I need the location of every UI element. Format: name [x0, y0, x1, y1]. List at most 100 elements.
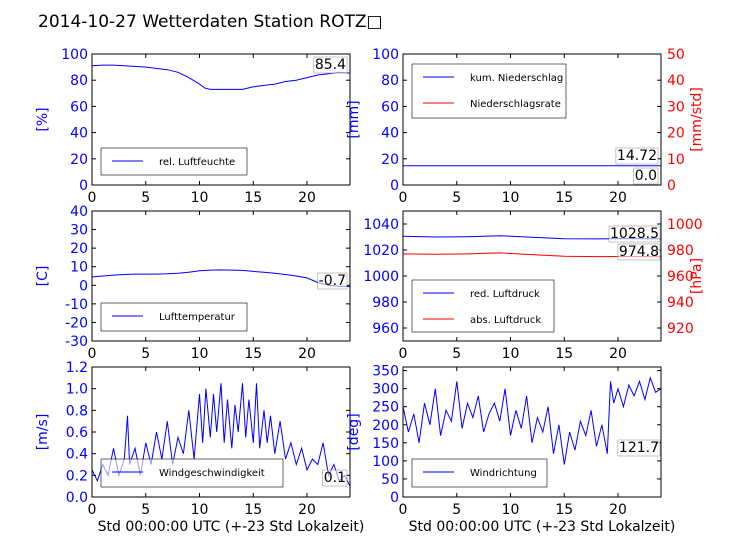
winddir-current-value-box-0 [617, 439, 661, 457]
pressure-ytick-label-0: 960 [372, 321, 399, 337]
precip-plot-frame [402, 53, 662, 186]
precip-y2label: [mm/std] [689, 87, 705, 152]
winddir-ytick-label-2: 100 [372, 454, 399, 470]
temperature-ytick-label-2: -10 [65, 297, 88, 313]
pressure-legend-label-1: abs. Luftdruck [470, 315, 541, 326]
humidity-ytick-label-4: 80 [70, 73, 88, 89]
windspeed-ytick-label-2: 0.4 [66, 447, 88, 463]
pressure-xtick-label-4: 20 [609, 346, 627, 362]
pressure-panel: 0 5 10 15 20 960 980 1000 1020 1040 920 940 960 980 10… [363, 210, 705, 362]
precip-y2tick-label-5: 50 [667, 47, 685, 63]
temperature-panel: 0 5 10 15 20 -30 -20 -10 0 10 20 30 40 [C] Lufttempera… [35, 204, 351, 362]
windspeed-ytick-label-3: 0.6 [66, 425, 88, 441]
pressure-xtick-label-0: 0 [399, 346, 408, 362]
temperature-ytick-label-7: 40 [70, 204, 88, 220]
humidity-current-value-box-0 [313, 56, 348, 74]
precip-legend-label-1: Niederschlagsrate [470, 99, 561, 110]
temperature-ylabel: [C] [35, 266, 51, 287]
windspeed-xtick-label-2: 10 [191, 502, 209, 518]
temperature-ytick-label-4: 10 [70, 260, 88, 276]
precip-ytick-label-0: 0 [390, 178, 399, 194]
temperature-ytick-label-0: -30 [65, 334, 88, 350]
temperature-ytick-label-1: -20 [65, 315, 88, 331]
windspeed-ylabel: [m/s] [35, 414, 51, 451]
temperature-ytick-label-5: 20 [70, 241, 88, 257]
humidity-ytick-label-5: 100 [61, 47, 88, 63]
winddir-ytick-label-5: 250 [372, 400, 399, 416]
winddir-ytick-label-4: 200 [372, 418, 399, 434]
precip-xtick-label-3: 15 [555, 190, 573, 206]
winddir-ytick-label-3: 150 [372, 436, 399, 452]
pressure-ytick-label-4: 1040 [363, 217, 399, 233]
winddir-current-value-0: 121.7 [619, 440, 659, 456]
pressure-current-value-1: 974.8 [619, 244, 659, 260]
temperature-xtick-label-0: 0 [88, 346, 97, 362]
windspeed-current-value-box-0 [322, 469, 348, 487]
precip-current-value-box-0 [615, 147, 659, 165]
winddir-xtick-label-3: 15 [555, 502, 573, 518]
pressure-legend-label-0: red. Luftdruck [470, 289, 540, 300]
pressure-y2tick-label-4: 1000 [667, 217, 703, 233]
precip-ylabel: [mm] [346, 100, 362, 138]
precip-y2tick-label-0: 0 [667, 178, 676, 194]
precip-ytick-label-2: 40 [381, 126, 399, 142]
temperature-current-value-box-0 [317, 272, 348, 290]
pressure-current-value-box-1 [617, 243, 661, 261]
precip-ytick-label-1: 20 [381, 152, 399, 168]
windspeed-ytick-label-1: 0.2 [66, 468, 88, 484]
precip-current-value-0: 14.72 [617, 148, 657, 164]
precip-y2tick-label-2: 20 [667, 126, 685, 142]
humidity-ytick-label-0: 0 [79, 178, 88, 194]
windspeed-current-value-0: 0.1 [324, 470, 346, 486]
winddir-ytick-label-7: 350 [372, 364, 399, 380]
windspeed-xtick-label-4: 20 [298, 502, 316, 518]
winddir-legend-label-0: Windrichtung [470, 468, 537, 479]
winddir-ylabel: [deg] [346, 413, 362, 450]
pressure-y2tick-label-2: 960 [667, 269, 694, 285]
precip-legend-box [411, 63, 567, 119]
pressure-current-value-0: 1028.5 [610, 226, 659, 242]
humidity-xtick-label-3: 15 [244, 190, 262, 206]
windspeed-ytick-label-5: 1.0 [66, 382, 88, 398]
precip-y2tick-label-1: 10 [667, 152, 685, 168]
precip-xtick-label-1: 5 [452, 190, 461, 206]
pressure-xtick-label-3: 15 [555, 346, 573, 362]
humidity-xtick-label-2: 10 [191, 190, 209, 206]
winddir-xtick-label-1: 5 [452, 502, 461, 518]
precip-current-value-1: 0.0 [635, 168, 657, 184]
pressure-xtick-label-1: 5 [452, 346, 461, 362]
precip-xtick-label-2: 10 [502, 190, 520, 206]
precip-ytick-label-3: 60 [381, 99, 399, 115]
humidity-series-line-0 [91, 64, 351, 90]
temperature-xtick-label-4: 20 [298, 346, 316, 362]
windspeed-xlabel: Std 00:00:00 UTC (+-23 Std Lokalzeit) [98, 519, 365, 535]
pressure-legend-box [411, 279, 555, 333]
precip-ytick-label-4: 80 [381, 73, 399, 89]
precip-current-value-box-1 [633, 167, 659, 185]
winddir-ytick-label-0: 0 [390, 490, 399, 506]
precip-panel: 0 5 10 15 20 0 20 40 60 80 100 [mm] 0 10 20 30 40 50 [mm/s… [346, 47, 705, 206]
winddir-series-line-0 [402, 376, 662, 465]
humidity-current-value-0: 85.4 [315, 57, 346, 73]
windspeed-ytick-label-6: 1.2 [66, 360, 88, 376]
humidity-xtick-label-0: 0 [88, 190, 97, 206]
precip-xtick-label-4: 20 [609, 190, 627, 206]
pressure-current-value-box-0 [608, 225, 661, 243]
pressure-y2tick-label-0: 920 [667, 321, 694, 337]
figure-title: 2014-10-27 Wetterdaten Station ROTZ□ [38, 12, 383, 32]
temperature-legend-box [100, 302, 248, 332]
windspeed-legend-box [100, 458, 284, 488]
temperature-xtick-label-3: 15 [244, 346, 262, 362]
winddir-ytick-label-1: 50 [381, 472, 399, 488]
winddir-xtick-label-0: 0 [399, 502, 408, 518]
temperature-xtick-label-2: 10 [191, 346, 209, 362]
precip-ytick-label-5: 100 [372, 47, 399, 63]
winddir-xtick-label-2: 10 [502, 502, 520, 518]
winddir-ytick-label-6: 300 [372, 382, 399, 398]
pressure-xtick-label-2: 10 [502, 346, 520, 362]
winddir-plot-frame [402, 366, 662, 498]
temperature-current-value-0: -0.7 [319, 273, 346, 289]
windspeed-xtick-label-3: 15 [244, 502, 262, 518]
pressure-y2label: [hPa] [689, 258, 705, 294]
